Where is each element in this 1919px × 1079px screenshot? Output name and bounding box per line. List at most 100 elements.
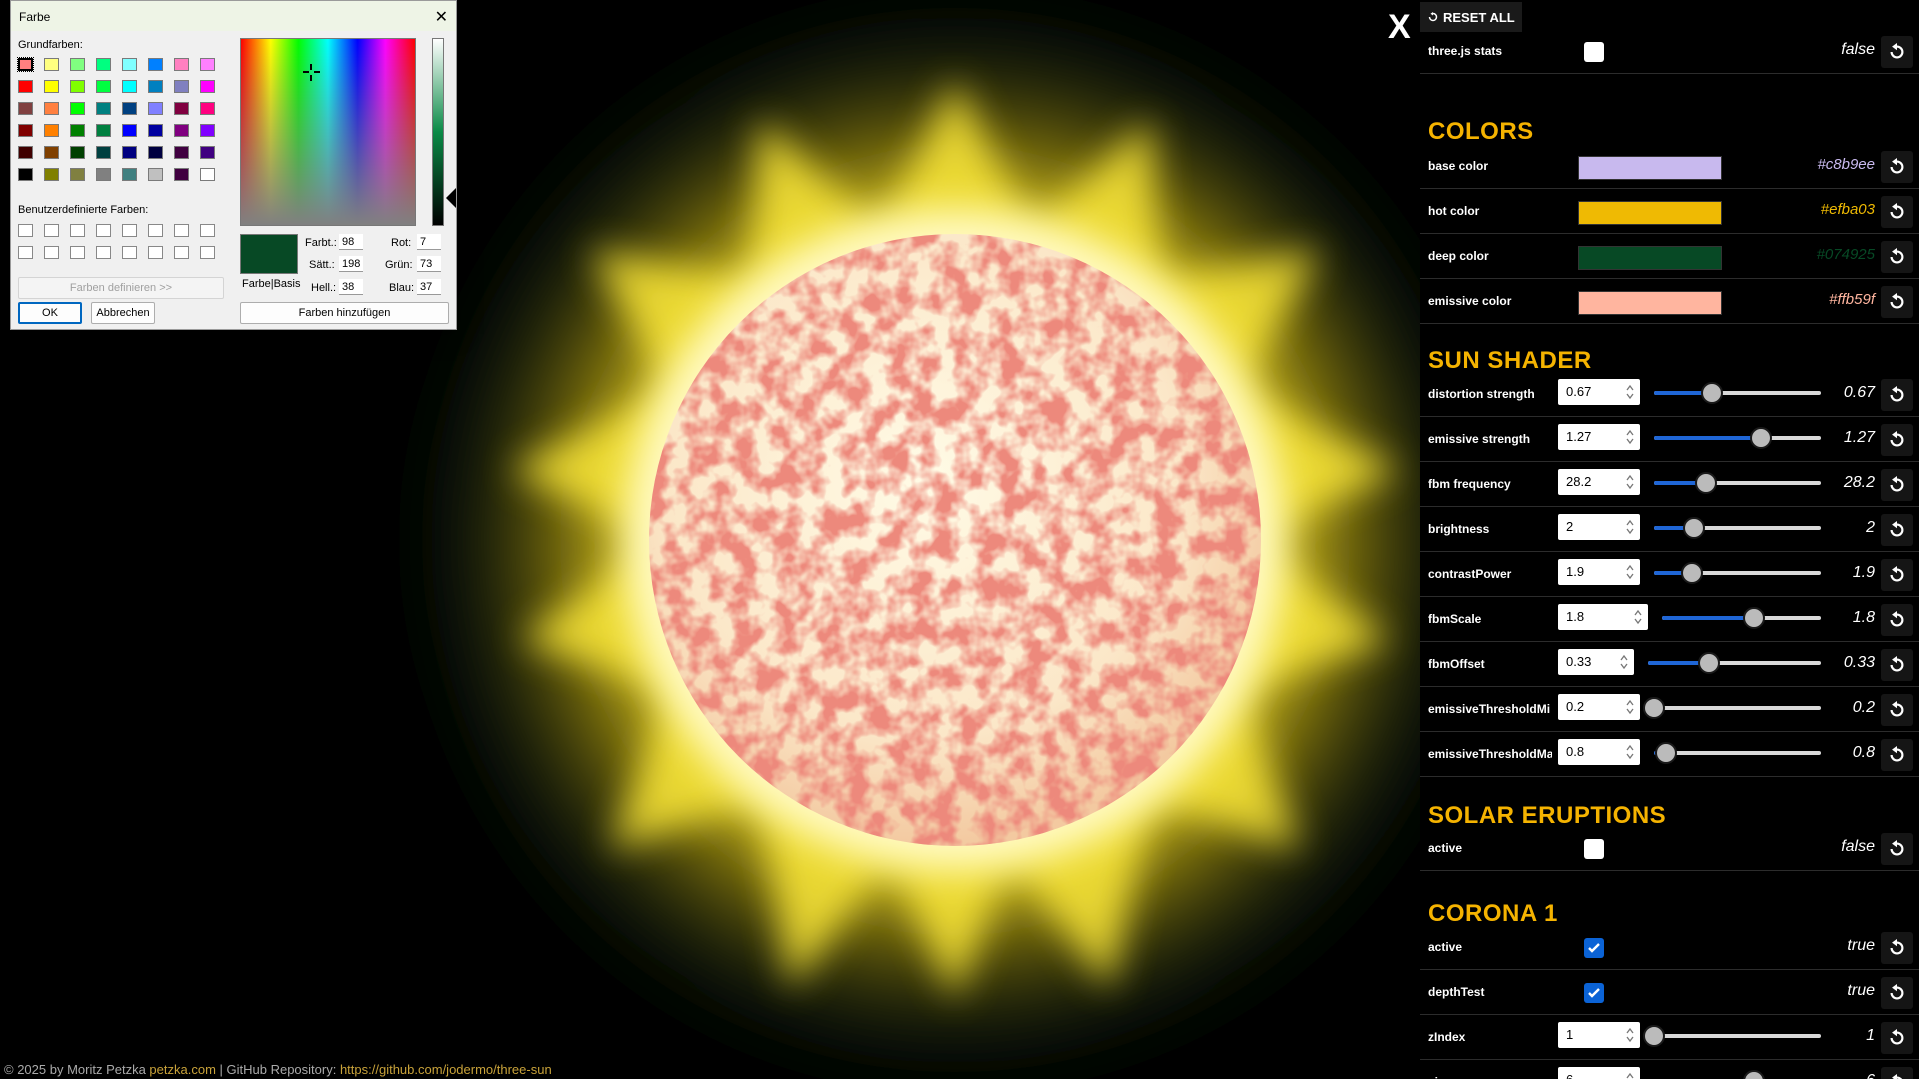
define-colors-button[interactable]: Farben definieren >>: [18, 277, 224, 299]
reset-button[interactable]: [1881, 833, 1913, 865]
reset-button[interactable]: [1881, 649, 1913, 681]
range-slider[interactable]: [1654, 742, 1821, 764]
basic-color-swatch[interactable]: [44, 146, 59, 159]
number-input[interactable]: 0.33: [1558, 649, 1634, 675]
spinner[interactable]: [1624, 742, 1636, 762]
reset-button[interactable]: [1881, 604, 1913, 636]
range-slider[interactable]: [1654, 562, 1821, 584]
footer-site-link[interactable]: petzka.com: [149, 1062, 216, 1077]
color-swatch[interactable]: [1578, 291, 1722, 315]
reset-all-button[interactable]: RESET ALL: [1420, 2, 1522, 32]
custom-color-swatch[interactable]: [122, 246, 137, 259]
basic-color-swatch[interactable]: [70, 168, 85, 181]
spinner[interactable]: [1624, 382, 1636, 402]
red-input[interactable]: 7: [417, 234, 441, 250]
reset-button[interactable]: [1881, 424, 1913, 456]
ok-button[interactable]: OK: [18, 302, 82, 324]
reset-button[interactable]: [1881, 739, 1913, 771]
slider-thumb[interactable]: [1749, 427, 1772, 449]
basic-color-swatch[interactable]: [174, 146, 189, 159]
spinner[interactable]: [1632, 607, 1644, 627]
basic-color-swatch[interactable]: [174, 168, 189, 181]
basic-color-swatch[interactable]: [174, 58, 189, 71]
reset-button[interactable]: [1881, 151, 1913, 183]
reset-button[interactable]: [1881, 379, 1913, 411]
custom-color-swatch[interactable]: [200, 224, 215, 237]
basic-color-swatch[interactable]: [96, 58, 111, 71]
hue-input[interactable]: 98: [339, 234, 363, 250]
spinner[interactable]: [1624, 1070, 1636, 1079]
color-swatch[interactable]: [1578, 246, 1722, 270]
spinner-icon[interactable]: [1624, 562, 1636, 582]
basic-color-swatch[interactable]: [18, 102, 33, 115]
footer-repo-link[interactable]: https://github.com/jodermo/three-sun: [339, 1062, 552, 1077]
basic-color-swatch[interactable]: [200, 124, 215, 137]
number-input[interactable]: 0.8: [1558, 739, 1640, 765]
number-input[interactable]: 1: [1558, 1022, 1640, 1048]
basic-color-swatch[interactable]: [44, 80, 59, 93]
spinner[interactable]: [1624, 562, 1636, 582]
reset-button[interactable]: [1881, 694, 1913, 726]
reset-button[interactable]: [1881, 196, 1913, 228]
reset-button[interactable]: [1881, 932, 1913, 964]
reset-button[interactable]: [1881, 36, 1913, 68]
color-swatch[interactable]: [1578, 201, 1722, 225]
spinner[interactable]: [1624, 697, 1636, 717]
crosshair-icon[interactable]: [303, 64, 320, 81]
range-slider[interactable]: [1643, 697, 1821, 719]
basic-color-swatch[interactable]: [18, 80, 33, 93]
range-slider[interactable]: [1654, 382, 1821, 404]
custom-color-swatch[interactable]: [148, 246, 163, 259]
basic-color-swatch[interactable]: [18, 168, 33, 181]
basic-color-swatch[interactable]: [122, 168, 137, 181]
range-slider[interactable]: [1654, 427, 1821, 449]
spinner[interactable]: [1624, 1025, 1636, 1045]
luminance-input[interactable]: 38: [339, 279, 363, 295]
spinner-icon[interactable]: [1624, 1070, 1636, 1079]
spinner-icon[interactable]: [1624, 742, 1636, 762]
close-panel-icon[interactable]: X: [1388, 8, 1411, 46]
slider-thumb[interactable]: [1654, 742, 1677, 764]
checkbox[interactable]: [1584, 983, 1604, 1003]
custom-color-swatch[interactable]: [174, 224, 189, 237]
number-input[interactable]: 1.27: [1558, 424, 1640, 450]
custom-color-swatch[interactable]: [122, 224, 137, 237]
basic-color-swatch[interactable]: [148, 124, 163, 137]
basic-color-swatch[interactable]: [148, 58, 163, 71]
checkbox[interactable]: [1584, 839, 1604, 859]
number-input[interactable]: 28.2: [1558, 469, 1640, 495]
reset-button[interactable]: [1881, 977, 1913, 1009]
custom-color-swatch[interactable]: [44, 224, 59, 237]
number-input[interactable]: 1.9: [1558, 559, 1640, 585]
basic-color-swatch[interactable]: [70, 80, 85, 93]
spinner-icon[interactable]: [1624, 427, 1636, 447]
range-slider[interactable]: [1648, 652, 1821, 674]
basic-color-swatch[interactable]: [174, 102, 189, 115]
slider-thumb[interactable]: [1743, 607, 1766, 629]
slider-thumb[interactable]: [1694, 472, 1717, 494]
custom-color-swatch[interactable]: [70, 224, 85, 237]
basic-color-swatch[interactable]: [70, 102, 85, 115]
spinner-icon[interactable]: [1624, 1025, 1636, 1045]
basic-color-swatch[interactable]: [122, 58, 137, 71]
custom-color-swatch[interactable]: [70, 246, 85, 259]
spinner-icon[interactable]: [1624, 697, 1636, 717]
basic-color-swatch[interactable]: [44, 102, 59, 115]
basic-color-swatch[interactable]: [44, 124, 59, 137]
custom-color-swatch[interactable]: [18, 246, 33, 259]
basic-color-swatch[interactable]: [122, 80, 137, 93]
basic-color-swatch[interactable]: [200, 102, 215, 115]
basic-color-swatch[interactable]: [122, 102, 137, 115]
reset-button[interactable]: [1881, 286, 1913, 318]
custom-color-swatch[interactable]: [18, 224, 33, 237]
spinner-icon[interactable]: [1624, 517, 1636, 537]
slider-thumb[interactable]: [1681, 562, 1704, 584]
basic-color-swatch[interactable]: [96, 102, 111, 115]
slider-thumb[interactable]: [1643, 1025, 1665, 1047]
custom-color-swatch[interactable]: [174, 246, 189, 259]
reset-button[interactable]: [1881, 469, 1913, 501]
slider-thumb[interactable]: [1697, 652, 1720, 674]
basic-color-swatch[interactable]: [200, 146, 215, 159]
basic-color-swatch[interactable]: [18, 124, 33, 137]
sun-scene-canvas[interactable]: © 2025 by Moritz Petzka petzka.com | Git…: [0, 0, 1420, 1079]
